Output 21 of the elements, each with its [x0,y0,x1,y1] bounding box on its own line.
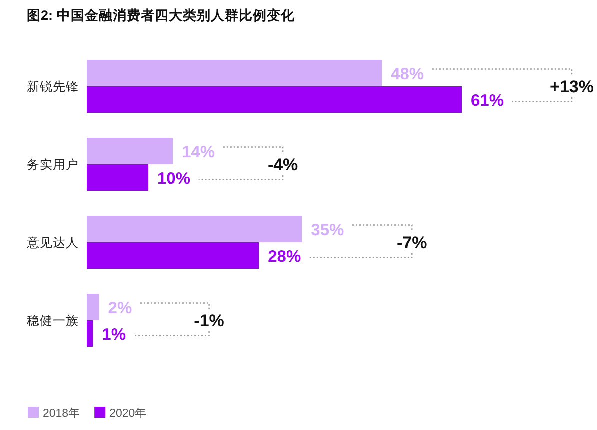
category-label: 稳健一族 [27,314,79,328]
annotation: -1% [194,312,224,330]
legend-item: 2020年 [94,407,148,420]
value-label: 35% [311,221,344,240]
annotation: -7% [397,234,428,252]
category-label: 新锐先锋 [27,80,79,94]
value-label: 10% [157,170,190,188]
value-label: 2% [108,299,132,318]
category-label: 意见达人 [27,236,79,250]
value-label: 1% [102,326,126,344]
category-label: 务实用户 [27,158,79,172]
legend-label: 2020年 [110,407,148,420]
annotation: -4% [268,156,298,174]
annotation: +13% [550,78,594,96]
title: 图2: 中国金融消费者四大类别人群比例变化 [27,8,295,23]
legend-item: 2018年 [28,407,81,420]
value-label: 61% [471,92,504,110]
legend-label: 2018年 [43,407,81,420]
value-label: 14% [182,143,216,162]
value-label: 28% [268,248,302,266]
value-label: 48% [391,65,424,84]
